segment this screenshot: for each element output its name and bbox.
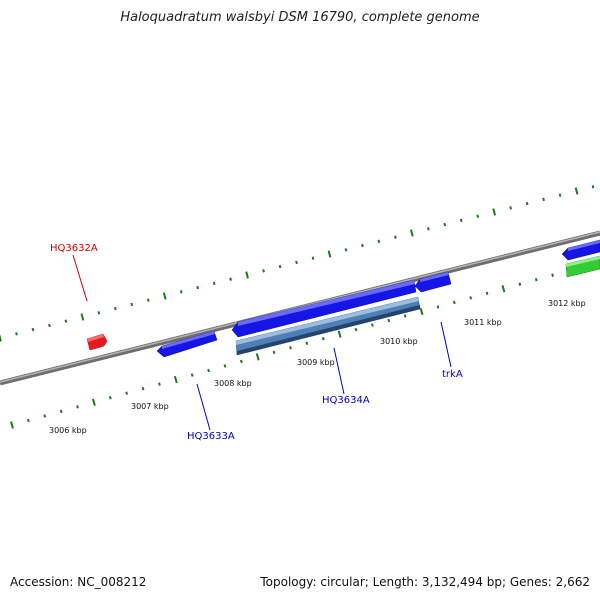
outer-tick-mark xyxy=(245,271,249,279)
inner-tick-mark xyxy=(10,421,14,429)
outer-tick-mark xyxy=(344,248,348,252)
inner-tick-mark xyxy=(92,398,96,406)
gene-label-hq3634a[interactable]: HQ3634A xyxy=(322,395,370,406)
outer-tick-mark xyxy=(525,201,529,206)
inner-tick-mark xyxy=(125,391,129,395)
inner-tick-mark xyxy=(190,373,194,377)
gene-hq3632a[interactable] xyxy=(86,333,108,351)
gene-hq3634a[interactable] xyxy=(235,296,421,356)
outer-tick-mark xyxy=(361,243,364,248)
outer-tick-mark xyxy=(558,193,562,197)
inner-tick-mark xyxy=(551,273,554,277)
outer-tick-mark xyxy=(542,197,545,202)
outer-tick-mark xyxy=(377,239,381,244)
inner-tick-mark xyxy=(272,350,276,355)
outer-tick-mark xyxy=(278,264,282,269)
leader-line-trka xyxy=(440,321,452,368)
inner-tick-mark xyxy=(436,305,440,309)
inner-tick-mark xyxy=(141,386,145,391)
outer-tick-mark xyxy=(229,277,232,281)
accession-label: Accession: NC_008212 xyxy=(10,575,147,589)
inner-tick-mark xyxy=(403,314,407,318)
inner-tick-mark xyxy=(371,323,374,327)
outer-tick-mark xyxy=(80,313,85,321)
outer-tick-mark xyxy=(113,306,117,311)
gene-blue-long[interactable] xyxy=(231,279,417,338)
inner-tick-mark xyxy=(354,327,358,332)
inner-tick-mark xyxy=(337,330,342,338)
inner-tick-mark xyxy=(27,418,30,423)
outer-tick-mark xyxy=(311,256,315,260)
inner-tick-mark xyxy=(239,359,243,364)
inner-tick-mark xyxy=(419,307,424,316)
gene-label-hq3633a[interactable]: HQ3633A xyxy=(187,431,235,442)
scale-label-3011: 3011 kbp xyxy=(464,318,502,327)
inner-tick-mark xyxy=(321,337,325,341)
inner-tick-mark xyxy=(469,296,473,300)
gene-label-hq3632a[interactable]: HQ3632A xyxy=(50,243,98,254)
outer-tick-mark xyxy=(196,285,200,290)
outer-tick-mark xyxy=(31,327,35,332)
outer-tick-mark xyxy=(64,319,68,323)
scale-label-3006: 3006 kbp xyxy=(49,426,87,435)
inner-tick-mark xyxy=(305,341,309,345)
outer-tick-mark xyxy=(146,298,150,302)
inner-tick-mark xyxy=(207,368,210,373)
inner-tick-mark xyxy=(108,396,112,400)
outer-tick-mark xyxy=(476,214,480,218)
inner-tick-mark xyxy=(452,300,456,305)
scale-label-3012: 3012 kbp xyxy=(548,299,586,308)
outer-tick-mark xyxy=(327,250,332,258)
inner-tick-mark xyxy=(534,277,538,282)
inner-tick-mark xyxy=(173,375,178,384)
inner-tick-mark xyxy=(59,409,63,414)
inner-tick-mark xyxy=(387,318,391,323)
outer-tick-track xyxy=(0,185,595,342)
outer-tick-mark xyxy=(443,222,447,227)
outer-tick-mark xyxy=(509,206,512,210)
inner-tick-mark xyxy=(289,346,292,350)
gene-green-right[interactable] xyxy=(565,255,600,278)
outer-tick-mark xyxy=(0,334,2,342)
inner-tick-mark xyxy=(518,282,522,286)
outer-tick-mark xyxy=(179,290,183,294)
gene-hq3633a[interactable] xyxy=(156,330,218,358)
outer-tick-mark xyxy=(409,229,414,237)
scale-label-3008: 3008 kbp xyxy=(214,379,252,388)
scale-label-3010: 3010 kbp xyxy=(380,337,418,346)
outer-tick-mark xyxy=(591,185,595,189)
outer-tick-mark xyxy=(130,302,134,307)
leader-line-hq3634a xyxy=(333,347,345,395)
genome-summary: Topology: circular; Length: 3,132,494 bp… xyxy=(260,575,590,589)
outer-tick-mark xyxy=(394,235,397,239)
outer-tick-mark xyxy=(574,187,579,195)
gene-blue-right[interactable] xyxy=(561,239,600,261)
scale-label-3007: 3007 kbp xyxy=(131,402,169,411)
inner-tick-mark xyxy=(255,353,260,361)
inner-tick-mark xyxy=(485,291,489,296)
inner-tick-mark xyxy=(501,285,506,293)
outer-tick-mark xyxy=(262,269,265,273)
outer-tick-mark xyxy=(97,311,101,315)
inner-tick-mark xyxy=(76,405,79,409)
scale-label-3009: 3009 kbp xyxy=(297,358,335,367)
inner-tick-mark xyxy=(158,382,161,386)
inner-tick-mark xyxy=(43,414,47,418)
inner-tick-mark xyxy=(223,364,227,368)
outer-tick-mark xyxy=(459,218,463,223)
leader-line-hq3632a xyxy=(72,254,88,302)
outer-tick-mark xyxy=(48,323,51,328)
outer-tick-mark xyxy=(212,281,216,286)
map-title: Haloquadratum walsbyi DSM 16790, complet… xyxy=(120,10,480,25)
outer-tick-mark xyxy=(15,332,18,336)
outer-tick-mark xyxy=(426,227,430,231)
gene-label-trka[interactable]: trkA xyxy=(442,369,463,380)
outer-tick-mark xyxy=(295,260,298,265)
outer-tick-mark xyxy=(162,292,167,300)
leader-line-hq3633a xyxy=(196,383,211,431)
outer-tick-mark xyxy=(492,208,497,216)
gene-trka[interactable] xyxy=(414,271,452,293)
